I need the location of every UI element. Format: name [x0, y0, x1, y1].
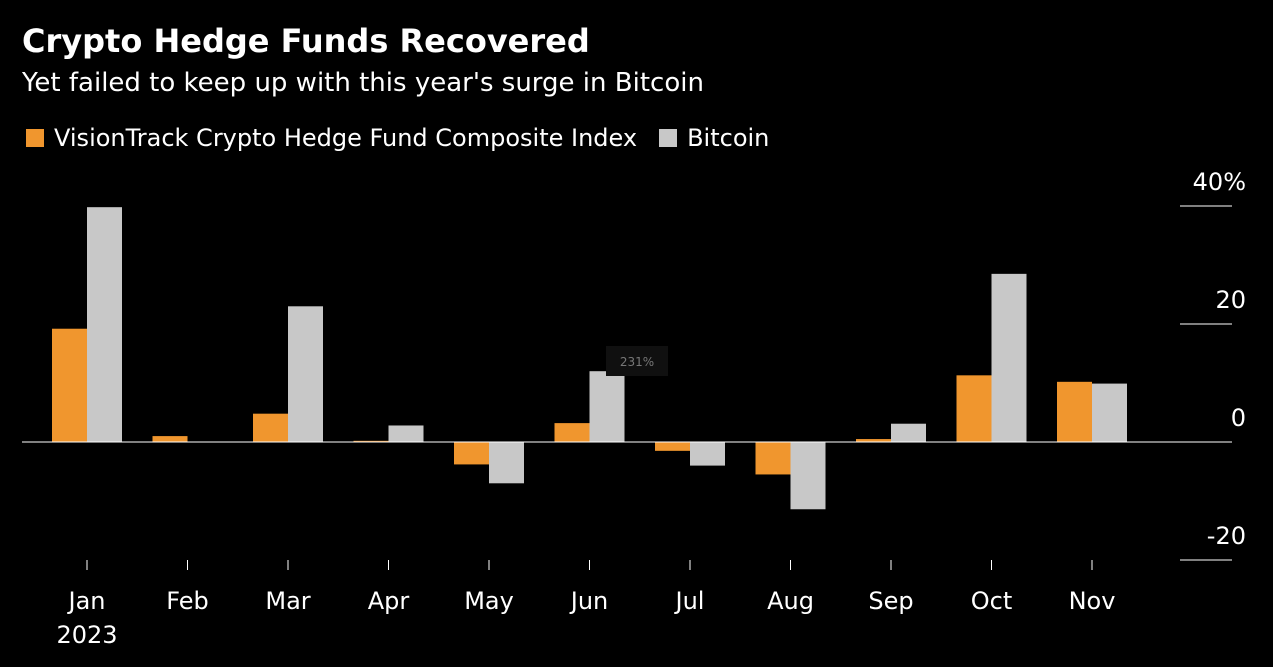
legend-item-bitcoin: Bitcoin: [659, 124, 769, 152]
x-tick-label-jan: Jan: [67, 587, 106, 615]
labels-group: Jan Feb Mar Apr May Jun Jul Aug Sep Oct Nov 2023 40%…: [56, 168, 1246, 649]
legend-label-fund: VisionTrack Crypto Hedge Fund Composite …: [54, 124, 638, 152]
overlay-group: 231%: [606, 346, 668, 376]
bar-fund-sep: [856, 439, 891, 442]
bar-fund-may: [454, 442, 489, 465]
bar-fund-jan: [52, 328, 87, 442]
bar-fund-mar: [253, 413, 288, 442]
bar-bitcoin-jan: [87, 207, 122, 442]
x-tick-label-feb: Feb: [166, 587, 209, 615]
chart-title: Crypto Hedge Funds Recovered: [22, 22, 590, 60]
overlay-badge-bg: [606, 346, 668, 376]
bar-bitcoin-jul: [690, 442, 725, 466]
y-tick-label-0: 40%: [1193, 168, 1246, 196]
bar-bitcoin-mar: [288, 306, 323, 442]
bar-fund-apr: [353, 440, 389, 442]
bar-bitcoin-oct: [991, 273, 1027, 442]
x-tick-label-sep: Sep: [868, 587, 913, 615]
bar-fund-nov: [1057, 381, 1092, 442]
x-tick-label-jun: Jun: [569, 587, 609, 615]
bar-fund-jul: [655, 442, 690, 451]
bar-fund-oct: [956, 375, 992, 442]
bar-fund-jun: [554, 423, 590, 442]
bars-group: [52, 207, 1127, 510]
x-tick-label-apr: Apr: [368, 587, 410, 615]
bar-bitcoin-may: [489, 442, 524, 484]
x-tick-label-nov: Nov: [1069, 587, 1116, 615]
bar-bitcoin-sep: [891, 423, 926, 442]
bar-bitcoin-aug: [790, 442, 826, 510]
x-tick-label-jul: Jul: [674, 587, 705, 615]
x-tick-label-mar: Mar: [265, 587, 310, 615]
axis-group: [22, 205, 1232, 570]
y-tick-label-2: 0: [1231, 404, 1246, 432]
legend: VisionTrack Crypto Hedge Fund Composite …: [26, 124, 791, 152]
legend-swatch-fund: [26, 129, 44, 147]
legend-item-fund: VisionTrack Crypto Hedge Fund Composite …: [26, 124, 637, 152]
y-tick-label-3: -20: [1207, 522, 1246, 550]
bar-bitcoin-jun: [589, 371, 625, 442]
bar-fund-aug: [755, 442, 791, 475]
legend-label-bitcoin: Bitcoin: [687, 124, 770, 152]
chart-subtitle: Yet failed to keep up with this year's s…: [22, 68, 704, 98]
y-tick-label-1: 20: [1215, 286, 1246, 314]
bar-bitcoin-nov: [1092, 383, 1127, 442]
x-year-label: 2023: [56, 621, 117, 649]
x-tick-label-oct: Oct: [971, 587, 1013, 615]
bar-bitcoin-apr: [388, 425, 424, 442]
overlay-badge-text: 231%: [620, 355, 654, 369]
bar-fund-feb: [152, 436, 188, 442]
legend-swatch-bitcoin: [659, 129, 678, 147]
x-tick-label-aug: Aug: [767, 587, 814, 615]
x-tick-label-may: May: [464, 587, 514, 615]
